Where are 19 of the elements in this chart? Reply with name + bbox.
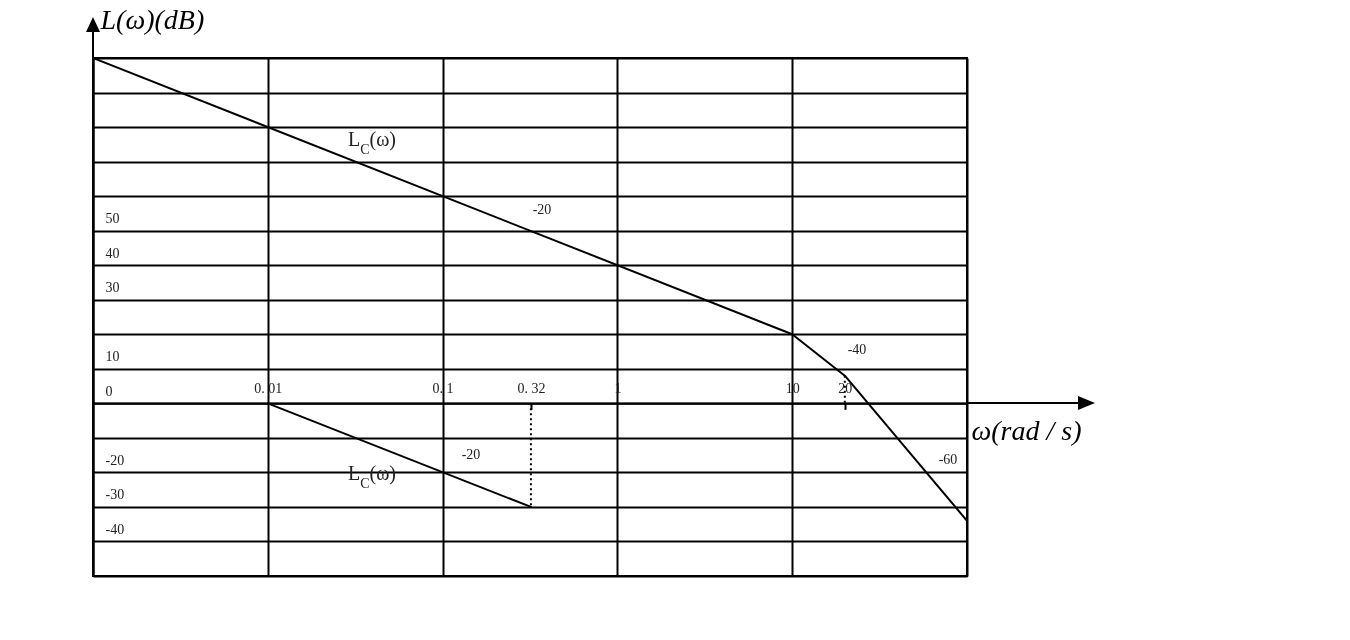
x-tick-label: 0. 1 xyxy=(432,380,454,396)
y-tick-label: 10 xyxy=(105,349,120,365)
annotation: -20 xyxy=(461,447,481,462)
y-tick-label: 50 xyxy=(105,211,120,227)
annotation: -60 xyxy=(938,452,958,467)
x-tick-label: 0. 32 xyxy=(517,380,546,396)
y-tick-label: 40 xyxy=(105,245,120,261)
y-tick-label: 30 xyxy=(105,280,120,296)
x-tick-label: 20 xyxy=(838,380,853,396)
annotation: L$_{C}$(ω) xyxy=(347,128,397,157)
y-tick-label: -30 xyxy=(105,487,125,503)
annotation: -40 xyxy=(847,342,867,357)
y-axis-title: L(ω)(dB) xyxy=(99,3,205,35)
x-tick-label: 1 xyxy=(614,380,622,396)
x-axis-title: ω(rad / s) xyxy=(971,414,1082,446)
y-tick-label: 0 xyxy=(105,383,113,399)
y-tick-label: -40 xyxy=(105,521,125,537)
y-tick-label: -20 xyxy=(105,452,125,468)
annotation: -20 xyxy=(532,202,552,217)
